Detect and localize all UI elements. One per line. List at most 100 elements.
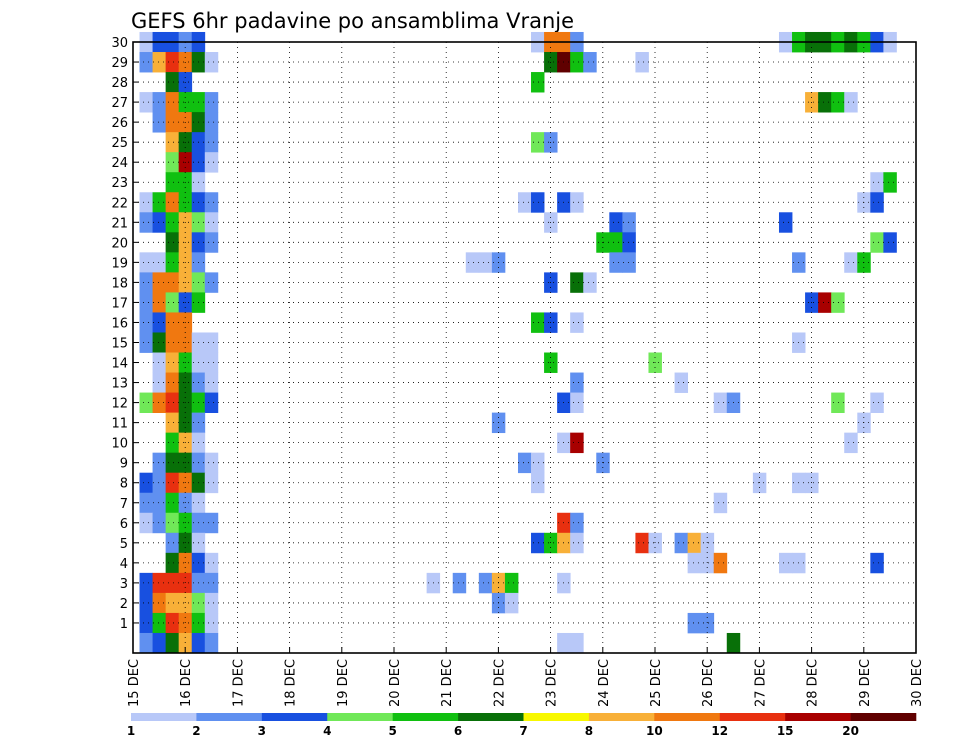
heatmap-cell [687,612,702,634]
heatmap-cell [204,372,219,393]
x-tick-label: 27 DEC [753,659,768,707]
colorbar-swatch [523,713,590,721]
y-tick-label: 18 [111,276,128,291]
heatmap-cell [204,512,219,534]
colorbar-swatch [719,713,786,721]
heatmap-cell [870,192,884,213]
heatmap-cell [531,472,545,494]
heatmap-cell [204,52,219,73]
y-tick-label: 13 [111,377,128,392]
y-tick-label: 26 [111,116,128,131]
y-tick-label: 16 [111,316,128,331]
heatmap-cell [583,52,597,73]
heatmap-cell [165,332,180,353]
heatmap-cell [152,452,167,474]
heatmap-cell [204,612,219,634]
heatmap-cell [609,232,623,253]
heatmap-cell [870,392,884,413]
heatmap-cell [609,212,623,233]
heatmap-cell [883,232,897,253]
y-tick-label: 2 [120,597,128,612]
heatmap-cell [204,132,219,153]
heatmap-cell [204,452,219,474]
heatmap-cell [713,492,728,514]
heatmap-cell [152,92,167,113]
heatmap-cell [165,372,180,393]
heatmap-cell [165,612,180,634]
heatmap-cell [152,472,167,494]
heatmap-cell [165,292,180,313]
y-tick-label: 19 [111,256,128,271]
heatmap-cell [570,512,584,534]
heatmap-cell [165,552,180,574]
heatmap-cell [165,452,180,474]
heatmap-cell [204,572,219,594]
colorbar-swatch [785,713,851,721]
heatmap-cell [152,272,167,293]
y-tick-label: 3 [120,577,128,592]
heatmap-cell [165,72,180,93]
heatmap-cell [165,272,180,293]
heatmap-cell [844,252,858,273]
heatmap-cell [178,612,193,634]
heatmap-cell [726,632,741,654]
heatmap-cell [152,392,167,413]
x-tick-label: 16 DEC [179,659,194,707]
heatmap-cell [139,472,153,494]
heatmap-cell [204,192,219,213]
chart-title: GEFS 6hr padavine po ansamblima Vranje [131,9,574,33]
heatmap-cell [531,72,545,93]
heatmap-cell [674,372,689,393]
colorbar-label: 20 [842,724,859,738]
heatmap-cell [504,572,519,594]
heatmap-cell [204,552,219,574]
y-tick-label: 6 [120,517,128,532]
y-tick-label: 17 [111,296,128,311]
y-tick-label: 28 [111,76,128,91]
heatmap-cells [139,31,897,654]
heatmap-cell [165,312,180,333]
heatmap-cell [204,232,219,253]
heatmap-cell [139,632,153,654]
heatmap-cell [139,592,153,614]
colorbar-swatch [131,713,197,721]
y-tick-label: 8 [120,477,128,492]
heatmap-cell [844,92,858,113]
heatmap-cell [139,492,153,514]
y-tick-label: 27 [111,96,128,111]
x-tick-label: 15 DEC [127,659,142,707]
heatmap-cell [622,232,636,253]
heatmap-cell [504,592,519,614]
heatmap-cell [700,552,715,574]
colorbar-swatch [458,713,524,721]
heatmap-cell [152,632,167,654]
heatmap-cell [531,452,545,474]
heatmap-cell [165,492,180,514]
heatmap-cell [544,532,558,554]
heatmap-cell [152,572,167,594]
y-tick-label: 4 [120,557,128,572]
x-tick-label: 26 DEC [701,659,716,707]
heatmap-cell [204,152,219,173]
heatmap-cell [139,392,153,413]
x-tick-label: 24 DEC [597,659,612,707]
heatmap-cell [831,92,845,113]
colorbar-label: 10 [646,724,663,738]
heatmap-cell [570,312,584,333]
heatmap-cell [165,592,180,614]
x-tick-label: 30 DEC [910,659,925,707]
heatmap-cell [531,312,545,333]
heatmap-cell [191,632,206,654]
heatmap-cell [165,172,180,193]
heatmap-cell [531,192,545,213]
y-tick-label: 11 [111,417,128,432]
colorbar-swatch [654,713,721,721]
heatmap-cell [648,532,662,554]
heatmap-cell [152,352,167,373]
heatmap-cell [139,192,153,213]
heatmap-cell [165,632,180,654]
heatmap-cell [570,392,584,413]
heatmap-cell [831,292,845,313]
heatmap-cell [818,92,832,113]
colorbar-label: 3 [258,724,266,738]
